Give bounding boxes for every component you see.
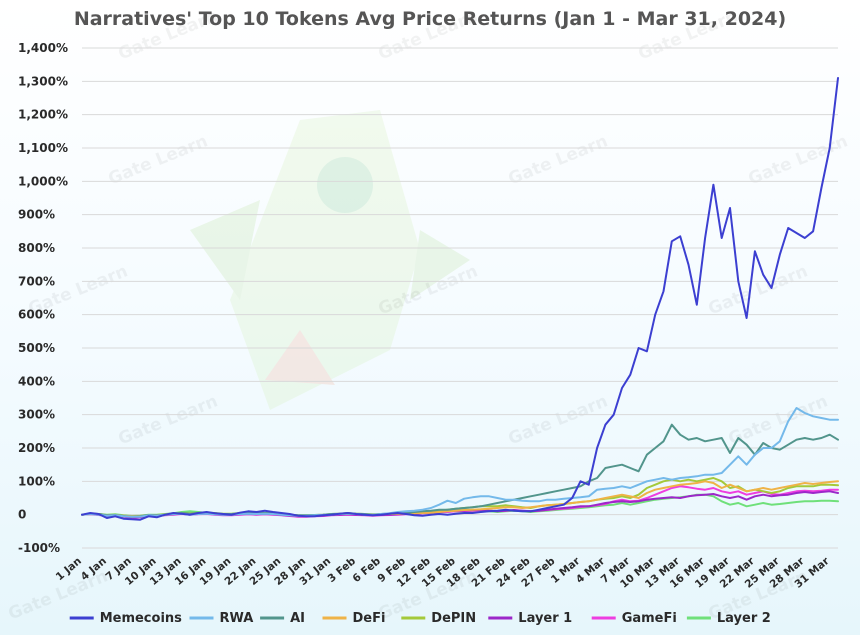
series-layer <box>81 77 839 521</box>
y-tick-label: 500% <box>18 341 55 355</box>
legend-label: Memecoins <box>100 611 182 626</box>
watermark-text: Gate Learn <box>746 131 851 189</box>
y-tick-label: 700% <box>18 274 55 288</box>
y-tick-label: 1,000% <box>18 174 68 188</box>
y-tick-label: 300% <box>18 408 55 422</box>
y-tick-label: 1,100% <box>18 141 68 155</box>
y-tick-label: 100% <box>18 474 55 488</box>
legend-label: Layer 1 <box>518 611 572 626</box>
legend-label: GameFi <box>622 611 677 626</box>
legend-label: RWA <box>220 611 254 626</box>
watermark-layer: Gate Learn Gate Learn Gate Learn Gate Learn… <box>6 6 851 624</box>
y-tick-label: -100% <box>18 541 60 555</box>
chart-title: Narratives' Top 10 Tokens Avg Price Retu… <box>74 8 786 30</box>
watermark-text: Gate Learn <box>506 391 611 449</box>
y-tick-label: 0 <box>18 508 26 522</box>
rocket-illustration <box>190 110 470 410</box>
y-tick-label: 1,400% <box>18 41 68 55</box>
series-line-memecoins <box>81 77 839 521</box>
y-tick-label: 400% <box>18 374 55 388</box>
watermark-text: Gate Learn <box>506 131 611 189</box>
legend: Memecoins RWA AI DeFi DePIN Layer 1 GameFi Laye… <box>69 611 771 626</box>
watermark-text: Gate Learn <box>706 261 811 319</box>
y-tick-label: 1,300% <box>18 74 68 88</box>
y-axis: -100% 0 100% 200% 300% 400% 500% 600% 700% 800% 90… <box>18 41 68 555</box>
y-tick-label: 200% <box>18 441 55 455</box>
legend-label: AI <box>290 611 305 626</box>
legend-label: DePIN <box>431 611 476 626</box>
watermark-text: Gate Learn <box>106 131 211 189</box>
legend-label: DeFi <box>353 611 386 626</box>
y-tick-label: 600% <box>18 308 55 322</box>
y-tick-label: 900% <box>18 208 55 222</box>
y-tick-label: 800% <box>18 241 55 255</box>
watermark-text: Gate Learn <box>116 391 221 449</box>
grid-lines <box>82 47 838 549</box>
y-tick-label: 1,200% <box>18 108 68 122</box>
series-line-rwa <box>81 407 839 518</box>
legend-label: Layer 2 <box>717 611 771 626</box>
